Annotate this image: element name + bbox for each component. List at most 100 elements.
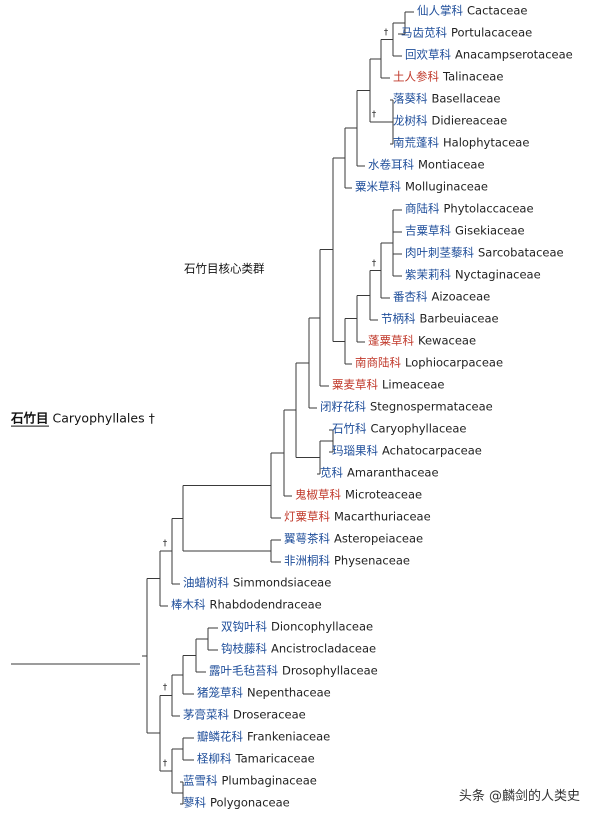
taxon-scientific-name: Nepenthaceae [247,685,331,700]
root-dagger: † [148,410,155,426]
taxon-chinese-name: 钩枝藤科 [221,641,267,656]
taxon-chinese-name: 吉粟草科 [405,223,451,238]
taxon-microteaceae: 鬼椒草科 Microteaceae [295,488,422,502]
dagger-mark: † [162,539,168,550]
taxon-scientific-name: Physenaceae [334,553,410,568]
taxon-portulacaceae: 马齿苋科 Portulacaceae [401,26,532,40]
taxon-scientific-name: Sarcobataceae [478,245,564,260]
taxon-scientific-name: Phytolaccaceae [443,201,534,216]
taxon-scientific-name: Caryophyllaceae [370,421,467,436]
taxon-nyctaginaceae: 紫茉莉科 Nyctaginaceae [405,268,541,282]
taxon-scientific-name: Macarthuriaceae [334,509,431,524]
taxon-chinese-name: 棒木科 [171,597,206,612]
taxon-nepenthaceae: 猪笼草科 Nepenthaceae [197,686,331,700]
taxon-ancistrocladaceae: 钩枝藤科 Ancistrocladaceae [221,642,376,656]
taxon-kewaceae: 蓬粟草科 Kewaceae [368,334,476,348]
taxon-chinese-name: 肉叶刺茎藜科 [405,245,474,260]
taxon-chinese-name: 瓣鳞花科 [197,729,243,744]
root-order-label: 石竹目 Caryophyllales † [11,408,155,427]
taxon-drosophyllaceae: 露叶毛毡苔科 Drosophyllaceae [209,664,378,678]
taxon-scientific-name: Gisekiaceae [455,223,525,238]
taxon-chinese-name: 紫茉莉科 [405,267,451,282]
taxon-scientific-name: Talinaceae [443,69,504,84]
taxon-chinese-name: 茅膏菜科 [183,707,229,722]
taxon-chinese-name: 苋科 [320,465,343,480]
taxon-scientific-name: Anacampserotaceae [455,47,573,62]
taxon-scientific-name: Stegnospermataceae [370,399,493,414]
taxon-chinese-name: 仙人掌科 [417,3,463,18]
taxon-droseraceae: 茅膏菜科 Droseraceae [183,708,306,722]
dagger-mark: † [383,27,389,38]
taxon-scientific-name: Aizoaceae [431,289,491,304]
taxon-scientific-name: Molluginaceae [405,179,488,194]
taxon-simmondsiaceae: 油蜡树科 Simmondsiaceae [183,576,331,590]
taxon-polygonaceae: 蓼科 Polygonaceae [183,796,290,810]
taxon-chinese-name: 蓼科 [183,795,206,810]
taxon-chinese-name: 南商陆科 [355,355,401,370]
taxon-cactaceae: 仙人掌科 Cactaceae [417,4,527,18]
taxon-chinese-name: 灯粟草科 [284,509,330,524]
taxon-scientific-name: Limeaceae [382,377,445,392]
taxon-plumbaginaceae: 蓝雪科 Plumbaginaceae [183,774,317,788]
taxon-scientific-name: Microteaceae [345,487,423,502]
taxon-stegnospermataceae: 闭籽花科 Stegnospermataceae [320,400,493,414]
taxon-scientific-name: Droseraceae [233,707,306,722]
taxon-chinese-name: 龙树科 [393,113,428,128]
taxon-chinese-name: 粟麦草科 [332,377,378,392]
taxon-chinese-name: 玛瑙果科 [332,443,378,458]
taxon-dioncophyllaceae: 双钩叶科 Dioncophyllaceae [221,620,373,634]
taxon-scientific-name: Asteropeiaceae [334,531,424,546]
taxon-scientific-name: Halophytaceae [443,135,530,150]
taxon-chinese-name: 翼萼茶科 [284,531,330,546]
taxon-chinese-name: 南荒蓬科 [393,135,439,150]
taxon-aizoaceae: 番杏科 Aizoaceae [393,290,490,304]
taxon-chinese-name: 闭籽花科 [320,399,366,414]
taxon-gisekiaceae: 吉粟草科 Gisekiaceae [405,224,525,238]
taxon-chinese-name: 粟米草科 [355,179,401,194]
taxon-chinese-name: 水卷耳科 [368,157,414,172]
taxon-talinaceae: 土人参科 Talinaceae [393,70,503,84]
taxon-scientific-name: Dioncophyllaceae [271,619,374,634]
taxon-scientific-name: Frankeniaceae [247,729,331,744]
taxon-scientific-name: Lophiocarpaceae [405,355,504,370]
root-order-cn: 石竹目 [11,410,49,427]
taxon-caryophyllaceae: 石竹科 Caryophyllaceae [332,422,467,436]
taxon-chinese-name: 鬼椒草科 [295,487,341,502]
taxon-chinese-name: 蓝雪科 [183,773,218,788]
taxon-rhabdodendraceae: 棒木科 Rhabdodendraceae [171,598,322,612]
taxon-montiaceae: 水卷耳科 Montiaceae [368,158,485,172]
taxon-scientific-name: Ancistrocladaceae [271,641,377,656]
taxon-scientific-name: Montiaceae [418,157,485,172]
taxon-chinese-name: 油蜡树科 [183,575,229,590]
taxon-chinese-name: 番杏科 [393,289,428,304]
taxon-scientific-name: Basellaceae [431,91,501,106]
taxon-halophytaceae: 南荒蓬科 Halophytaceae [393,136,529,150]
taxon-molluginaceae: 粟米草科 Molluginaceae [355,180,488,194]
taxon-didiereaceae: 龙树科 Didiereaceae [393,114,507,128]
taxon-achatocarpaceae: 玛瑙果科 Achatocarpaceae [332,444,482,458]
taxon-chinese-name: 节柄科 [381,311,416,326]
taxon-scientific-name: Nyctaginaceae [455,267,541,282]
taxon-scientific-name: Simmondsiaceae [233,575,332,590]
dagger-mark: † [371,110,377,120]
taxon-phytolaccaceae: 商陆科 Phytolaccaceae [405,202,534,216]
taxon-scientific-name: Didiereaceae [431,113,508,128]
taxon-barbeuiaceae: 节柄科 Barbeuiaceae [381,312,499,326]
taxon-amaranthaceae: 苋科 Amaranthaceae [320,466,439,480]
taxon-chinese-name: 马齿苋科 [401,25,447,40]
taxon-scientific-name: Amaranthaceae [347,465,439,480]
taxon-scientific-name: Drosophyllaceae [282,663,378,678]
watermark: 头条 @麟剑的人类史 [458,789,580,804]
dagger-mark: † [371,258,377,269]
taxon-scientific-name: Portulacaceae [451,25,533,40]
taxon-chinese-name: 猪笼草科 [197,685,243,700]
taxon-chinese-name: 蓬粟草科 [368,333,414,348]
taxon-chinese-name: 土人参科 [393,69,439,84]
core-group-label: 石竹目核心类群 [184,261,265,276]
taxon-chinese-name: 回欢草科 [405,47,451,62]
taxon-scientific-name: Plumbaginaceae [221,773,317,788]
taxon-chinese-name: 落葵科 [393,91,428,106]
taxon-scientific-name: Tamaricaceae [235,751,315,766]
taxon-physenaceae: 非洲桐科 Physenaceae [284,554,410,568]
